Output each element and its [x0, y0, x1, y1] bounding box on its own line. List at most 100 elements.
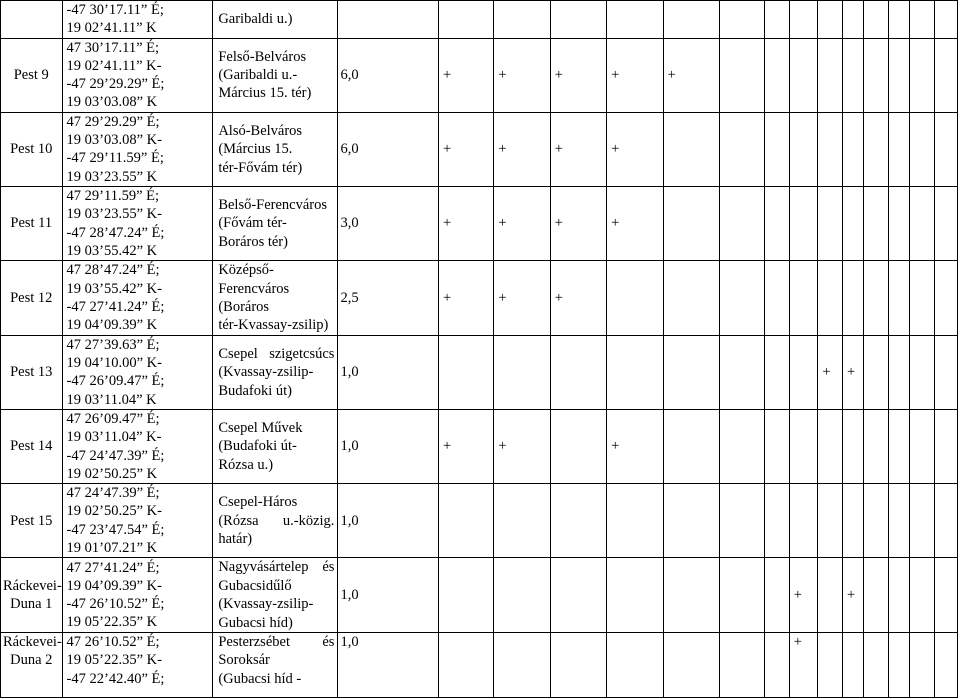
mark-cell: + — [842, 334, 864, 410]
cell-line: tér-Fővám tér) — [218, 159, 303, 176]
width-value: 2,5 — [340, 289, 359, 306]
section-name: Pest 11 — [10, 215, 53, 232]
cell-line: -47 26’10.52” É; — [66, 596, 165, 613]
cell-line: Rózsa u.) — [218, 456, 274, 473]
mark-cell — [842, 0, 864, 39]
section-name-cell: Pest 11 — [0, 185, 63, 262]
coordinates-cell: 47 24’47.39” É; 19 02’50.25” K- -47 23’47.… — [61, 483, 214, 559]
mark-cell: + — [606, 111, 664, 187]
mark-cell — [908, 260, 936, 336]
mark-cell — [662, 408, 720, 485]
mark-cell — [888, 408, 910, 485]
cell-line: Nagyvásártelep és — [218, 559, 335, 576]
mark-cell — [842, 260, 864, 336]
mark-value: + — [442, 289, 452, 306]
mark-cell — [549, 631, 608, 698]
mark-cell — [718, 185, 766, 262]
table-row: Pest 9 47 30’17.11” É; 19 02’41.11” K- -47 … — [0, 37, 958, 113]
mark-cell — [934, 557, 958, 633]
mark-cell — [549, 334, 608, 410]
mark-cell — [788, 483, 819, 559]
mark-cell: + — [493, 260, 551, 336]
cell-line: 19 03’11.04” K — [66, 391, 157, 408]
cell-line: -47 28’47.24” É; — [66, 224, 165, 241]
section-name-cell: Ráckevei-Duna 1 — [0, 557, 63, 633]
mark-cell — [493, 334, 551, 410]
mark-cell — [764, 557, 790, 633]
section-name: Ráckevei-Duna 1 — [3, 577, 62, 613]
cell-line: 19 03’55.42” K- — [66, 280, 162, 297]
mark-cell — [934, 334, 958, 410]
mark-cell: + — [437, 185, 495, 262]
mark-value: + — [611, 215, 620, 232]
cell-line: 47 27’41.24” É; — [66, 559, 160, 576]
mark-value: + — [442, 438, 452, 455]
mark-cell — [934, 37, 958, 113]
coordinates-cell: 47 26’10.52” É; 19 05’22.35” K- -47 22’42.… — [61, 631, 214, 698]
mark-cell — [493, 483, 551, 559]
mark-cell: + — [662, 37, 720, 113]
mark-value: + — [554, 289, 563, 306]
mark-cell — [908, 408, 936, 485]
width-cell: 1,0 — [337, 631, 439, 698]
coordinates-cell: 47 28’47.24” É; 19 03’55.42” K- -47 27’41.… — [61, 260, 214, 336]
cell-line: 19 04’10.00” K- — [66, 355, 162, 372]
cell-line: (Kvassay-zsilip- — [218, 364, 314, 381]
section-description-cell: Garibaldi u.) — [212, 0, 339, 39]
table-row: Ráckevei-Duna 1 47 27’41.24” É; 19 04’09.3… — [0, 557, 958, 633]
mark-cell — [764, 631, 790, 698]
mark-value: + — [847, 364, 856, 381]
mark-cell — [817, 631, 844, 698]
mark-value: + — [442, 215, 452, 232]
mark-cell — [549, 408, 608, 485]
section-name: Pest 10 — [10, 141, 53, 158]
mark-cell — [764, 334, 790, 410]
section-name-cell: Pest 14 — [0, 408, 63, 485]
cell-line: -47 23’47.54” É; — [66, 521, 165, 538]
cell-line: -47 29’29.29” É; — [66, 76, 165, 93]
mark-cell — [437, 631, 495, 698]
width-value: 1,0 — [340, 438, 359, 455]
cell-line: Boráros tér) — [218, 233, 288, 250]
mark-cell: + — [606, 408, 664, 485]
cell-line: 47 24’47.39” É; — [66, 485, 160, 502]
mark-cell — [606, 0, 664, 39]
mark-cell — [888, 37, 910, 113]
section-description-cell: Középső- Ferencváros (Boráros tér-Kvassay-z… — [212, 260, 339, 336]
mark-cell — [606, 557, 664, 633]
mark-cell — [788, 185, 819, 262]
mark-cell — [842, 37, 864, 113]
mark-cell — [908, 557, 936, 633]
mark-cell — [662, 631, 720, 698]
cell-line: 47 26’09.47” É; — [66, 410, 160, 427]
cell-line: 19 03’11.04” K- — [66, 429, 162, 446]
section-description-cell: Nagyvásártelep és Gubacsidűlő (Kvassay-zsi… — [212, 557, 339, 633]
cell-line: (Garibaldi u.- — [218, 66, 298, 83]
cell-line: -47 27’41.24” É; — [66, 298, 165, 315]
cell-line: Soroksár — [218, 652, 270, 669]
cell-line: Belső-Ferencváros — [218, 196, 328, 213]
section-name-cell: Pest 12 — [0, 260, 63, 336]
section-name: Pest 12 — [10, 289, 53, 306]
coordinates-cell: 47 30’17.11” É; 19 02’41.11” K- -47 29’29.… — [61, 37, 214, 113]
mark-value: + — [554, 141, 563, 158]
mark-value: + — [498, 438, 507, 455]
section-name: Pest 14 — [10, 438, 53, 455]
cell-line: (Rózsa u.-közig. — [218, 512, 335, 529]
mark-cell: + — [437, 260, 495, 336]
cell-line: Gubacsi híd) — [218, 614, 293, 631]
mark-cell — [817, 0, 844, 39]
mark-cell — [842, 631, 864, 698]
mark-cell — [908, 483, 936, 559]
mark-cell: + — [549, 111, 608, 187]
coordinates-cell: 47 26’09.47” É; 19 03’11.04” K- -47 24’47.… — [61, 408, 214, 485]
coordinates-cell: 47 27’39.63” É; 19 04’10.00” K- -47 26’09.… — [61, 334, 214, 410]
mark-cell — [888, 111, 910, 187]
mark-value: + — [554, 66, 563, 83]
width-value: 6,0 — [340, 141, 359, 158]
mark-cell — [862, 334, 890, 410]
mark-value: + — [498, 215, 507, 232]
coordinates-cell: -47 30’17.11” É; 19 02’41.11” K — [61, 0, 214, 39]
mark-cell — [817, 408, 844, 485]
mark-cell — [842, 111, 864, 187]
